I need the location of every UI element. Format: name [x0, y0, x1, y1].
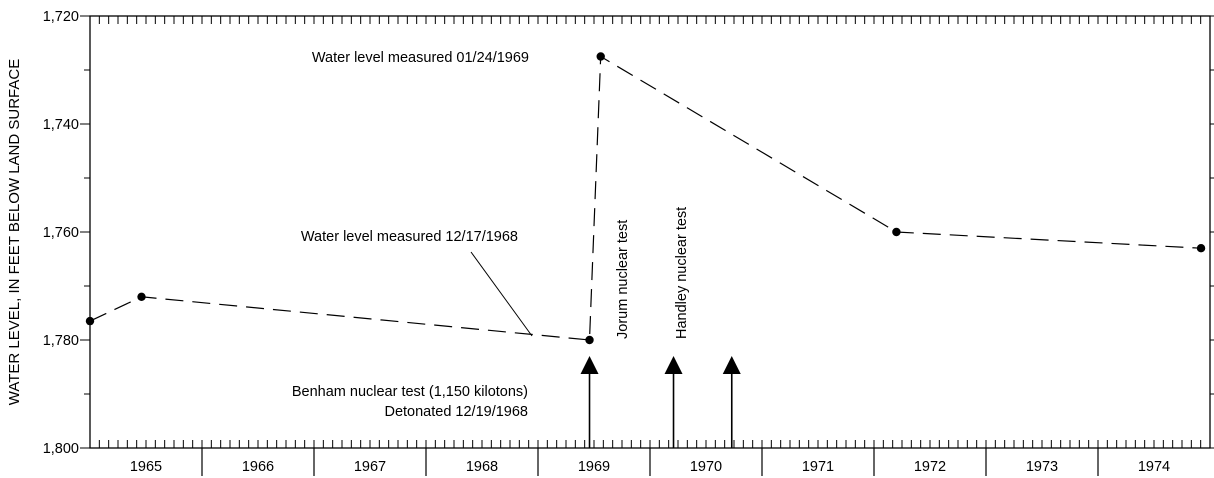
x-tick-labels: 1965 1966 1967 1968 1969 1970 1971 1972 1973 1974 — [130, 459, 1170, 475]
annotation-benham-date: Detonated 12/19/1968 — [384, 404, 528, 420]
plot-frame — [89, 15, 1211, 449]
y-tick-label: 1,740 — [43, 117, 79, 133]
x-tick-label: 1973 — [1026, 459, 1058, 475]
x-tick-label: 1968 — [466, 459, 498, 475]
data-point — [85, 316, 95, 326]
y-tick-label: 1,720 — [43, 9, 79, 25]
x-tick-label: 1965 — [130, 459, 162, 475]
event-arrow-head — [664, 356, 683, 374]
annotation-handley: Handley nuclear test — [674, 207, 690, 339]
event-arrow-head — [722, 356, 741, 374]
y-tick-labels: 1,720 1,740 1,760 1,780 1,800 — [43, 9, 79, 457]
x-tick-label: 1972 — [914, 459, 946, 475]
x-tick-label: 1971 — [802, 459, 834, 475]
data-point — [1196, 244, 1206, 253]
annotation-low-measure: Water level measured 12/17/1968 — [301, 229, 518, 245]
x-tick-label: 1970 — [690, 459, 722, 475]
annotation-jorum: Jorum nuclear test — [615, 220, 631, 339]
y-tick-label: 1,800 — [43, 441, 79, 457]
data-point — [892, 227, 901, 237]
leader-line-low — [470, 251, 533, 337]
event-arrows — [580, 356, 741, 448]
x-tick-label: 1969 — [578, 459, 610, 475]
event-arrow-head — [580, 356, 599, 374]
x-tick-label: 1966 — [242, 459, 274, 475]
data-point — [585, 335, 594, 345]
x-tick-label: 1967 — [354, 459, 386, 475]
annotation-peak-measure: Water level measured 01/24/1969 — [312, 50, 529, 66]
annotation-benham: Benham nuclear test (1,150 kilotons) — [292, 384, 528, 400]
y-tick-label: 1,760 — [43, 225, 79, 241]
data-points — [85, 52, 1206, 345]
y-axis-label: WATER LEVEL, IN FEET BELOW LAND SURFACE — [6, 59, 23, 405]
x-tick-label: 1974 — [1138, 459, 1170, 475]
y-tick-label: 1,780 — [43, 333, 79, 349]
axis-ticks — [80, 15, 1214, 476]
data-point — [596, 52, 605, 61]
data-point — [137, 292, 146, 301]
series-line — [89, 55, 1202, 341]
